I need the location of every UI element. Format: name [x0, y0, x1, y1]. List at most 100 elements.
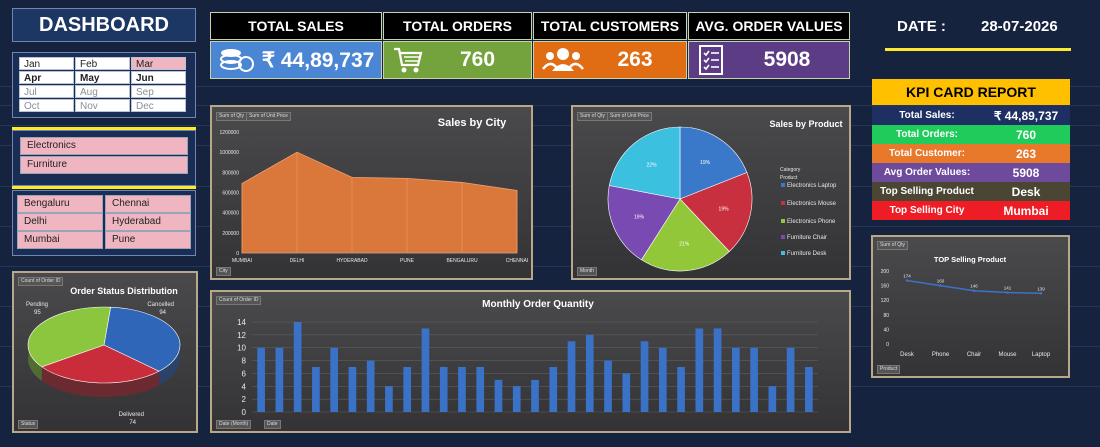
kpi-avg-order-header: AVG. ORDER VALUES	[688, 12, 850, 40]
kpi-avg-order-card: 5908	[688, 41, 850, 79]
city-delhi[interactable]: Delhi	[17, 213, 103, 231]
month-nov[interactable]: Nov	[75, 99, 130, 112]
month-jul[interactable]: Jul	[19, 85, 74, 98]
bar	[695, 328, 704, 412]
bar	[330, 347, 338, 412]
kpi-report-row: Total Sales: ₹ 44,89,737	[872, 106, 1070, 125]
month-grid: Jan Feb Mar Apr May Jun Jul Aug Sep Oct Nov Dec	[19, 57, 186, 112]
pie-slice	[679, 172, 753, 252]
month-dec[interactable]: Dec	[131, 99, 186, 112]
bar	[768, 386, 777, 412]
month-slicer: Jan Feb Mar Apr May Jun Jul Aug Sep Oct Nov Dec	[12, 52, 196, 118]
bar	[567, 341, 576, 412]
month-apr[interactable]: Apr	[19, 71, 74, 84]
dashboard-title: DASHBOARD	[12, 8, 196, 42]
date-label: DATE :	[897, 18, 946, 35]
order-status-chart: Order Status Distribution Cancelled 94 Deli…	[26, 286, 181, 426]
bar	[531, 379, 539, 412]
category-furniture[interactable]: Furniture	[20, 156, 188, 174]
kpi-report-row: Total Customer: 263	[872, 144, 1070, 163]
pie-slice	[641, 198, 730, 272]
kpi-total-orders-card: 760	[383, 41, 532, 79]
y-tick-label: 0	[886, 342, 889, 348]
sales-by-city-chart: Sales by City 0 200000 400000 600000 800000 10…	[220, 117, 529, 264]
kpi-report-title: KPI CARD REPORT	[872, 79, 1070, 105]
bar	[713, 328, 722, 412]
pie-slice	[41, 344, 160, 384]
kpi-report-row: Avg Order Values: 5908	[872, 163, 1070, 182]
data-point	[905, 279, 909, 282]
kpi-report-row: Top Selling Product Desk	[872, 182, 1070, 201]
category-electronics[interactable]: Electronics	[20, 137, 188, 155]
month-aug[interactable]: Aug	[75, 85, 130, 98]
bar	[312, 367, 320, 412]
kpi-avg-order-value: 5908	[763, 48, 811, 71]
y-tick-label: 80	[883, 313, 889, 319]
slice-label: Pending	[26, 302, 48, 308]
bar	[439, 367, 448, 412]
divider	[12, 186, 196, 189]
kpi-report-value: 760	[1015, 127, 1037, 142]
x-tick-label: Mouse	[998, 352, 1017, 358]
chart-title: TOP Selling Product	[934, 255, 1007, 264]
month-feb[interactable]: Feb	[75, 57, 130, 70]
y-tick-label: 0	[236, 251, 239, 257]
city-chennai[interactable]: Chennai	[105, 195, 191, 213]
x-tick-label: Chair	[967, 352, 981, 358]
y-tick-label: 0	[242, 408, 247, 417]
city-pune[interactable]: Pune	[105, 231, 191, 249]
data-label: 139	[1037, 286, 1045, 291]
slice-label: 22%	[647, 163, 658, 169]
city-bengaluru[interactable]: Bengaluru	[17, 195, 103, 213]
month-jan[interactable]: Jan	[19, 57, 74, 70]
month-jun[interactable]: Jun	[131, 71, 186, 84]
legend-label: Electronics Mouse	[787, 201, 837, 207]
monthly-orders-chart: Monthly Order Quantity 0 2 4 6 8 10 12 14	[237, 299, 818, 417]
bar	[805, 367, 813, 412]
kpi-report-label: Total Orders:	[895, 129, 959, 140]
legend-swatch	[781, 219, 785, 223]
bar	[732, 347, 740, 412]
month-may[interactable]: May	[75, 71, 130, 84]
sales-by-product-chart: Sales by Product 19% 19% 21% 19% 22% Category P…	[607, 119, 843, 272]
y-tick-label: 1000000	[220, 150, 240, 156]
legend-label: Furniture Chair	[787, 235, 827, 241]
field-button: Sum of Qty	[877, 241, 909, 250]
month-sep[interactable]: Sep	[131, 85, 186, 98]
y-tick-label: 200	[881, 269, 890, 275]
kpi-total-customers-value: 263	[617, 48, 653, 71]
field-button: Month	[577, 267, 597, 276]
field-button: Sum of Qty	[577, 112, 609, 121]
slice-value: 94	[159, 310, 166, 316]
date-underline	[885, 48, 1071, 51]
x-tick-label: MUMBAI	[232, 258, 252, 264]
chart-title: Sales by Product	[769, 119, 842, 129]
kpi-total-sales-header: TOTAL SALES	[210, 12, 382, 40]
y-tick-label: 600000	[222, 191, 239, 197]
legend-label: Furniture Desk	[787, 251, 827, 257]
month-oct[interactable]: Oct	[19, 99, 74, 112]
area-series	[241, 151, 518, 254]
y-tick-label: 40	[883, 327, 889, 333]
slice-label: 19%	[719, 207, 730, 213]
month-mar[interactable]: Mar	[131, 57, 186, 70]
x-tick-label: BENGALURU	[446, 258, 478, 264]
data-point	[972, 289, 976, 293]
bar	[604, 360, 612, 412]
data-point	[1039, 291, 1043, 295]
kpi-report-label: Top Selling Product	[880, 186, 974, 197]
city-mumbai[interactable]: Mumbai	[17, 231, 103, 249]
y-tick-label: 2	[242, 395, 247, 404]
bar	[750, 347, 758, 412]
kpi-report-label: Top Selling City	[889, 205, 965, 216]
legend-swatch	[781, 235, 785, 239]
kpi-report-label: Total Sales:	[899, 110, 955, 121]
bar	[366, 360, 375, 412]
slice-value: 74	[129, 420, 136, 426]
top-product-panel: TOP Selling Product 0 40 80 120 160 200 174 Desk…	[871, 235, 1070, 378]
data-label: 141	[1004, 286, 1012, 291]
kpi-report-value: 5908	[1012, 165, 1040, 180]
x-tick-label: Desk	[900, 352, 915, 358]
kpi-total-customers-header: TOTAL CUSTOMERS	[533, 12, 687, 40]
city-hyderabad[interactable]: Hyderabad	[105, 213, 191, 231]
